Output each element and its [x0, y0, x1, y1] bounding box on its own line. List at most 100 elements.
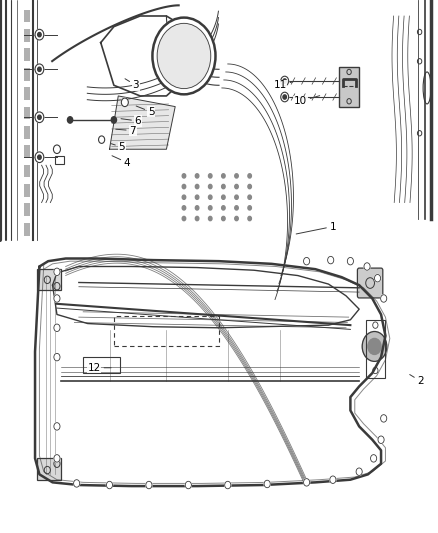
- Circle shape: [195, 184, 199, 189]
- Circle shape: [235, 206, 238, 210]
- Bar: [83, 357, 120, 373]
- Text: 10: 10: [294, 95, 320, 106]
- Circle shape: [222, 206, 225, 210]
- Circle shape: [235, 195, 238, 199]
- Circle shape: [54, 268, 60, 276]
- Circle shape: [54, 455, 60, 462]
- Circle shape: [235, 184, 238, 189]
- Polygon shape: [24, 29, 30, 42]
- Text: 4: 4: [112, 156, 131, 167]
- Circle shape: [264, 480, 270, 488]
- Circle shape: [381, 295, 387, 302]
- Circle shape: [225, 481, 231, 489]
- Circle shape: [54, 295, 60, 302]
- Polygon shape: [24, 49, 30, 61]
- Circle shape: [195, 174, 199, 178]
- Circle shape: [248, 216, 251, 221]
- Circle shape: [364, 263, 370, 270]
- Circle shape: [182, 206, 186, 210]
- Circle shape: [53, 145, 60, 154]
- Circle shape: [35, 64, 44, 75]
- Polygon shape: [24, 10, 30, 22]
- Circle shape: [38, 33, 41, 37]
- Circle shape: [54, 353, 60, 361]
- Circle shape: [381, 415, 387, 422]
- Circle shape: [248, 206, 251, 210]
- Circle shape: [35, 29, 44, 40]
- FancyBboxPatch shape: [357, 268, 383, 298]
- Polygon shape: [110, 96, 175, 149]
- Bar: [37, 458, 61, 480]
- Circle shape: [283, 95, 286, 99]
- Bar: [366, 320, 385, 378]
- Polygon shape: [24, 223, 30, 236]
- Circle shape: [182, 216, 186, 221]
- Circle shape: [146, 481, 152, 489]
- Text: 5: 5: [111, 142, 125, 152]
- Bar: [83, 357, 120, 373]
- Circle shape: [195, 195, 199, 199]
- Circle shape: [157, 23, 211, 88]
- Circle shape: [54, 423, 60, 430]
- Circle shape: [371, 455, 377, 462]
- Circle shape: [222, 174, 225, 178]
- Circle shape: [208, 174, 212, 178]
- Circle shape: [378, 436, 384, 443]
- Text: 7: 7: [116, 126, 136, 135]
- Bar: [55, 156, 64, 164]
- Circle shape: [374, 274, 381, 282]
- Text: 12: 12: [88, 363, 111, 373]
- Text: 1: 1: [296, 222, 336, 234]
- Circle shape: [38, 115, 41, 119]
- Circle shape: [368, 338, 381, 354]
- Polygon shape: [24, 126, 30, 139]
- Circle shape: [35, 152, 44, 163]
- Polygon shape: [24, 184, 30, 197]
- Circle shape: [67, 117, 73, 123]
- Circle shape: [208, 195, 212, 199]
- Circle shape: [38, 155, 41, 159]
- Circle shape: [74, 480, 80, 487]
- Circle shape: [281, 92, 289, 102]
- Bar: [37, 269, 61, 290]
- Circle shape: [222, 184, 225, 189]
- Text: 6: 6: [121, 116, 141, 126]
- Polygon shape: [24, 107, 30, 119]
- Polygon shape: [24, 68, 30, 80]
- Circle shape: [54, 324, 60, 332]
- Circle shape: [235, 216, 238, 221]
- Circle shape: [248, 195, 251, 199]
- Circle shape: [304, 479, 310, 486]
- Circle shape: [195, 216, 199, 221]
- Circle shape: [330, 476, 336, 483]
- Circle shape: [304, 257, 310, 265]
- Circle shape: [38, 67, 41, 71]
- Circle shape: [222, 195, 225, 199]
- Circle shape: [121, 98, 128, 107]
- Bar: [37, 458, 61, 480]
- Circle shape: [356, 468, 362, 475]
- Circle shape: [362, 332, 387, 361]
- Text: 2: 2: [410, 375, 424, 386]
- Circle shape: [182, 184, 186, 189]
- Text: 11: 11: [274, 80, 293, 90]
- Polygon shape: [24, 146, 30, 158]
- Circle shape: [152, 18, 215, 94]
- Circle shape: [185, 481, 191, 489]
- Circle shape: [248, 174, 251, 178]
- Circle shape: [222, 216, 225, 221]
- Bar: [339, 67, 359, 107]
- Circle shape: [106, 481, 113, 489]
- Circle shape: [283, 79, 286, 83]
- Circle shape: [328, 256, 334, 264]
- Polygon shape: [24, 87, 30, 100]
- Circle shape: [347, 257, 353, 265]
- Circle shape: [281, 76, 289, 86]
- Circle shape: [99, 136, 105, 143]
- Text: 5: 5: [136, 106, 155, 117]
- Circle shape: [208, 184, 212, 189]
- Polygon shape: [24, 165, 30, 177]
- Bar: [37, 269, 61, 290]
- Text: 3: 3: [125, 79, 139, 90]
- Bar: [339, 67, 359, 107]
